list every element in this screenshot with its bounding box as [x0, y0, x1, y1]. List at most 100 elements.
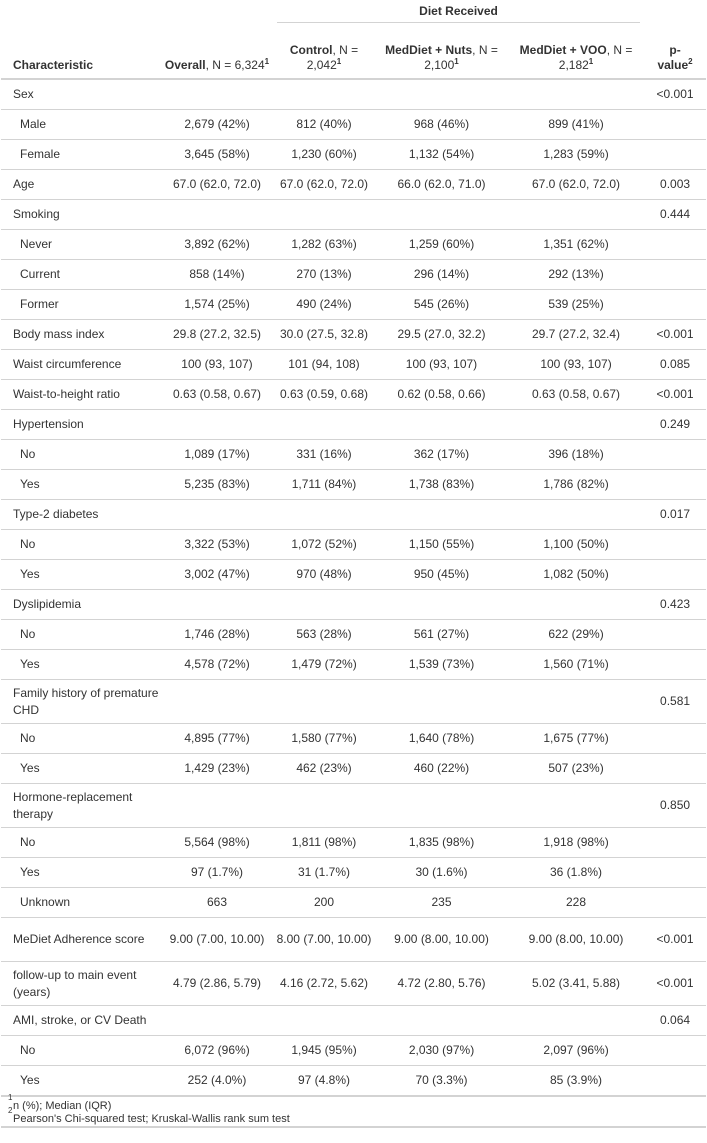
cell-control: 563 (28%): [273, 619, 375, 650]
cell-meddiet-nuts: [375, 1005, 508, 1036]
cell-meddiet-nuts: [375, 78, 508, 110]
row-label: MeDiet Adherence score: [1, 917, 161, 962]
table-row: No 1,089 (17%) 331 (16%) 362 (17%) 396 (18%): [1, 439, 707, 470]
row-label: AMI, stroke, or CV Death: [1, 1005, 161, 1036]
cell-p-value: [644, 1065, 707, 1096]
cell-meddiet-nuts: [375, 783, 508, 828]
cell-meddiet-voo: 1,786 (82%): [508, 469, 645, 500]
row-label: Yes: [1, 469, 161, 500]
cell-overall: [161, 679, 273, 724]
table-row: No 1,746 (28%) 563 (28%) 561 (27%) 622 (29%): [1, 619, 707, 650]
cell-p-value: 0.003: [644, 169, 707, 200]
row-label: Family history of premature CHD: [1, 679, 161, 724]
cell-meddiet-voo: 1,283 (59%): [508, 139, 645, 170]
cell-p-value: 0.249: [644, 409, 707, 440]
row-label: Age: [1, 169, 161, 200]
cell-overall: 3,002 (47%): [161, 559, 273, 590]
cell-p-value: [644, 619, 707, 650]
table-body: Sex <0.001 Male 2,679 (42%) 812 (40%) 968 (46…: [1, 78, 707, 1096]
cell-p-value: 0.850: [644, 783, 707, 828]
cell-meddiet-nuts: 70 (3.3%): [375, 1065, 508, 1096]
cell-meddiet-nuts: 1,259 (60%): [375, 229, 508, 260]
cell-overall: 100 (93, 107): [161, 349, 273, 380]
cell-meddiet-nuts: 1,835 (98%): [375, 827, 508, 858]
cell-meddiet-nuts: 235: [375, 887, 508, 918]
cell-p-value: <0.001: [644, 78, 707, 110]
cell-meddiet-nuts: 1,150 (55%): [375, 529, 508, 560]
table-row: Age 67.0 (62.0, 72.0) 67.0 (62.0, 72.0) 66.…: [1, 169, 707, 200]
cell-p-value: [644, 139, 707, 170]
table-row: Yes 3,002 (47%) 970 (48%) 950 (45%) 1,082 (5…: [1, 559, 707, 590]
cell-overall: 4,895 (77%): [161, 723, 273, 754]
cell-meddiet-nuts: 1,539 (73%): [375, 649, 508, 680]
cell-p-value: [644, 827, 707, 858]
cell-meddiet-nuts: 30 (1.6%): [375, 857, 508, 888]
cell-p-value: [644, 723, 707, 754]
cell-p-value: [644, 649, 707, 680]
table-row: Yes 4,578 (72%) 1,479 (72%) 1,539 (73%) 1,56…: [1, 649, 707, 680]
row-label: Never: [1, 229, 161, 260]
cell-control: [273, 499, 375, 530]
table-row: Smoking 0.444: [1, 199, 707, 230]
cell-overall: 1,089 (17%): [161, 439, 273, 470]
cell-meddiet-voo: 36 (1.8%): [508, 857, 645, 888]
cell-control: 4.16 (2.72, 5.62): [273, 961, 375, 1006]
cell-overall: 252 (4.0%): [161, 1065, 273, 1096]
cell-meddiet-voo: [508, 1005, 645, 1036]
cell-meddiet-voo: 1,560 (71%): [508, 649, 645, 680]
cell-meddiet-nuts: 9.00 (8.00, 10.00): [375, 917, 508, 962]
cell-control: 31 (1.7%): [273, 857, 375, 888]
spanner-diet-received: Diet Received: [273, 0, 644, 27]
cell-meddiet-voo: 1,082 (50%): [508, 559, 645, 590]
row-label: Body mass index: [1, 319, 161, 350]
table-row: Yes 97 (1.7%) 31 (1.7%) 30 (1.6%) 36 (1.8%): [1, 857, 707, 888]
row-label: No: [1, 827, 161, 858]
cell-overall: 29.8 (27.2, 32.5): [161, 319, 273, 350]
cell-meddiet-nuts: [375, 589, 508, 620]
cell-p-value: 0.444: [644, 199, 707, 230]
cell-control: [273, 78, 375, 110]
cell-control: 67.0 (62.0, 72.0): [273, 169, 375, 200]
cell-overall: 3,322 (53%): [161, 529, 273, 560]
cell-overall: 858 (14%): [161, 259, 273, 290]
cell-control: 1,282 (63%): [273, 229, 375, 260]
row-label: Yes: [1, 857, 161, 888]
row-label: Unknown: [1, 887, 161, 918]
row-label: Yes: [1, 753, 161, 784]
cell-overall: [161, 409, 273, 440]
cell-control: 30.0 (27.5, 32.8): [273, 319, 375, 350]
table-row: Male 2,679 (42%) 812 (40%) 968 (46%) 899 (41…: [1, 109, 707, 140]
cell-meddiet-voo: 1,918 (98%): [508, 827, 645, 858]
header-overall: Overall, N = 6,3241: [161, 27, 273, 80]
cell-meddiet-nuts: 968 (46%): [375, 109, 508, 140]
column-header-row: Characteristic Overall, N = 6,3241 Contr…: [1, 27, 707, 80]
table-row: MeDiet Adherence score 9.00 (7.00, 10.00)…: [1, 917, 707, 962]
cell-p-value: [644, 469, 707, 500]
cell-meddiet-nuts: 950 (45%): [375, 559, 508, 590]
cell-meddiet-voo: [508, 589, 645, 620]
table-row: Former 1,574 (25%) 490 (24%) 545 (26%) 539 (…: [1, 289, 707, 320]
row-label: Yes: [1, 1065, 161, 1096]
cell-control: 490 (24%): [273, 289, 375, 320]
header-control: Control, N = 2,0421: [273, 27, 375, 80]
cell-overall: 6,072 (96%): [161, 1035, 273, 1066]
header-characteristic: Characteristic: [1, 27, 161, 80]
row-label: Hypertension: [1, 409, 161, 440]
cell-p-value: [644, 529, 707, 560]
table-row: Yes 1,429 (23%) 462 (23%) 460 (22%) 507 (23%…: [1, 753, 707, 784]
cell-overall: 9.00 (7.00, 10.00): [161, 917, 273, 962]
row-label: Yes: [1, 649, 161, 680]
cell-control: 1,230 (60%): [273, 139, 375, 170]
cell-overall: 5,235 (83%): [161, 469, 273, 500]
cell-meddiet-voo: 29.7 (27.2, 32.4): [508, 319, 645, 350]
cell-overall: 3,645 (58%): [161, 139, 273, 170]
cell-meddiet-nuts: 561 (27%): [375, 619, 508, 650]
row-label: No: [1, 723, 161, 754]
table-row: Hypertension 0.249: [1, 409, 707, 440]
cell-meddiet-voo: 9.00 (8.00, 10.00): [508, 917, 645, 962]
row-label: Yes: [1, 559, 161, 590]
cell-meddiet-nuts: 29.5 (27.0, 32.2): [375, 319, 508, 350]
cell-p-value: 0.064: [644, 1005, 707, 1036]
cell-overall: 67.0 (62.0, 72.0): [161, 169, 273, 200]
